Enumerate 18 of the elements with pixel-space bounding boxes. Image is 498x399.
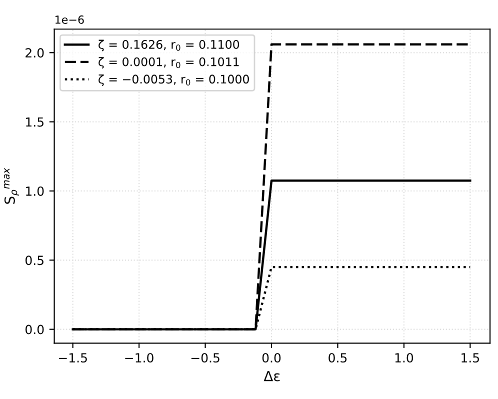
y-tick-label: 1.5: [26, 117, 44, 127]
y-tick-label: 1.0: [26, 186, 44, 196]
x-tick-label: 0.5: [328, 353, 347, 363]
x-tick-label: 1.0: [395, 353, 414, 363]
y-axis-title: S$_{ρ}$$^{max}$: [4, 168, 20, 204]
y-tick-label: 0.5: [26, 256, 44, 266]
x-tick-label: −1.0: [125, 353, 154, 363]
x-axis-title: Δε: [264, 370, 280, 382]
legend-label: ζ = 0.0001, r$_{0}$ = 0.1011: [98, 57, 239, 69]
text: 1e−6: [56, 15, 84, 24]
y-tick-label: 0.0: [26, 324, 44, 334]
legend-label: ζ = −0.0053, r$_{0}$ = 0.1000: [98, 74, 249, 86]
x-tick-label: −0.5: [191, 353, 220, 363]
y-tick-label: 2.0: [26, 48, 44, 58]
x-tick-label: 1.5: [462, 353, 480, 363]
x-tick-label: 0.0: [262, 353, 281, 363]
legend-label: ζ = 0.1626, r$_{0}$ = 0.1100: [98, 40, 240, 52]
x-tick-label: −1.5: [58, 353, 87, 363]
